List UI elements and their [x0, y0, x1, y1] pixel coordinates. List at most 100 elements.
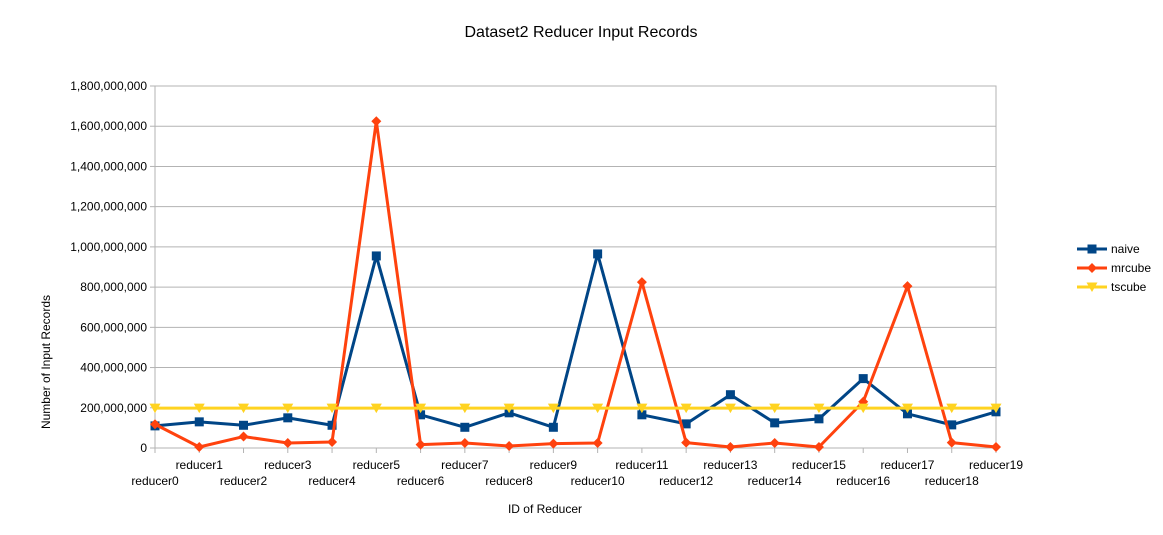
y-tick-label: 0	[140, 441, 147, 455]
legend-label: naive	[1111, 242, 1140, 256]
data-point-mrcube	[415, 439, 426, 450]
legend-item-mrcube: mrcube	[1077, 261, 1151, 275]
data-point-mrcube	[592, 437, 603, 448]
y-tick-label: 1,800,000,000	[70, 79, 147, 93]
data-point-naive	[371, 251, 381, 261]
x-tick-label: reducer15	[792, 458, 846, 472]
legend-swatch-marker	[1087, 244, 1097, 254]
series-tscube	[149, 403, 1002, 414]
legend: naive mrcube tscube	[1077, 242, 1151, 294]
data-point-tscube	[592, 403, 604, 414]
data-point-mrcube	[194, 441, 205, 452]
chart-title: Dataset2 Reducer Input Records	[464, 24, 697, 41]
data-point-tscube	[946, 403, 958, 414]
data-point-naive	[327, 420, 337, 430]
data-point-mrcube	[636, 277, 647, 288]
y-tick-label: 1,600,000,000	[70, 119, 147, 133]
data-point-tscube	[769, 403, 781, 414]
data-point-tscube	[547, 403, 559, 414]
x-tick-label: reducer14	[748, 474, 802, 488]
x-tick-label: reducer18	[925, 474, 979, 488]
x-tick-label: reducer11	[615, 458, 668, 472]
y-tick-label: 800,000,000	[80, 280, 147, 294]
data-point-naive	[770, 418, 780, 428]
data-point-tscube	[238, 403, 250, 414]
legend-label: tscube	[1111, 280, 1147, 294]
data-point-mrcube	[681, 437, 692, 448]
y-tick-label: 1,400,000,000	[70, 159, 147, 173]
data-point-naive	[593, 249, 603, 259]
data-point-mrcube	[548, 438, 559, 449]
data-point-naive	[239, 420, 249, 430]
y-tick-label: 400,000,000	[80, 361, 147, 375]
x-tick-label: reducer2	[220, 474, 268, 488]
data-point-naive	[947, 420, 957, 430]
data-point-mrcube	[459, 437, 470, 448]
data-point-naive	[814, 414, 824, 424]
data-point-tscube	[415, 403, 427, 414]
x-tick-label: reducer0	[131, 474, 179, 488]
gridlines	[155, 85, 996, 449]
data-point-mrcube	[238, 431, 249, 442]
data-point-mrcube	[991, 441, 1001, 452]
data-point-tscube	[459, 403, 471, 414]
x-tick-label: reducer12	[659, 474, 713, 488]
x-tick-label: reducer16	[836, 474, 890, 488]
y-tick-label: 200,000,000	[80, 401, 147, 415]
data-point-naive	[416, 410, 426, 420]
data-point-tscube	[636, 403, 648, 414]
data-point-tscube	[724, 403, 736, 414]
x-tick-label: reducer9	[530, 458, 578, 472]
data-point-naive	[902, 409, 912, 419]
data-point-tscube	[990, 403, 1002, 414]
data-point-mrcube	[946, 437, 957, 448]
data-point-mrcube	[504, 440, 515, 451]
series-line-mrcube	[154, 119, 997, 449]
series-layer	[149, 116, 1002, 452]
data-point-mrcube	[813, 441, 824, 452]
data-point-naive	[681, 419, 691, 429]
x-tick-label: reducer6	[397, 474, 445, 488]
legend-label: mrcube	[1111, 261, 1151, 275]
y-tick-label: 600,000,000	[80, 320, 147, 334]
data-point-mrcube	[282, 437, 293, 448]
x-axis-ticks: reducer0 reducer1 reducer2 reducer3 reducer4…	[131, 448, 1023, 488]
y-axis-ticks: 0 200,000,000 400,000,000 600,000,000 800,00…	[70, 79, 155, 455]
x-tick-label: reducer19	[969, 458, 1023, 472]
data-point-mrcube	[327, 436, 338, 447]
legend-item-tscube: tscube	[1077, 280, 1147, 294]
data-point-naive	[283, 413, 293, 423]
x-tick-label: reducer10	[571, 474, 625, 488]
y-tick-label: 1,200,000,000	[70, 200, 147, 214]
data-point-tscube	[370, 403, 382, 414]
data-point-tscube	[857, 403, 869, 414]
y-axis-label: Number of Input Records	[39, 295, 53, 429]
series-line-naive	[154, 252, 997, 429]
data-point-tscube	[149, 403, 161, 414]
data-point-mrcube	[769, 437, 780, 448]
data-point-naive	[637, 410, 647, 420]
legend-item-naive: naive	[1077, 242, 1140, 256]
data-point-tscube	[326, 403, 338, 414]
data-point-mrcube	[725, 441, 736, 452]
data-point-naive	[460, 422, 470, 432]
data-point-mrcube	[902, 281, 913, 292]
x-tick-label: reducer4	[308, 474, 356, 488]
plot-area	[154, 85, 997, 449]
data-point-mrcube	[150, 419, 160, 430]
x-tick-label: reducer1	[176, 458, 224, 472]
data-point-mrcube	[371, 116, 382, 127]
data-point-naive	[858, 374, 868, 384]
legend-swatch-marker	[1087, 263, 1097, 273]
series-naive	[150, 249, 1001, 432]
data-point-naive	[194, 417, 204, 427]
legend-swatch-marker	[1086, 282, 1098, 292]
y-tick-label: 1,000,000,000	[70, 240, 147, 254]
data-point-tscube	[901, 403, 913, 414]
x-axis-label: ID of Reducer	[508, 502, 582, 516]
plot-border	[154, 85, 997, 449]
data-point-tscube	[813, 403, 825, 414]
x-tick-label: reducer7	[441, 458, 489, 472]
data-point-tscube	[282, 403, 294, 414]
